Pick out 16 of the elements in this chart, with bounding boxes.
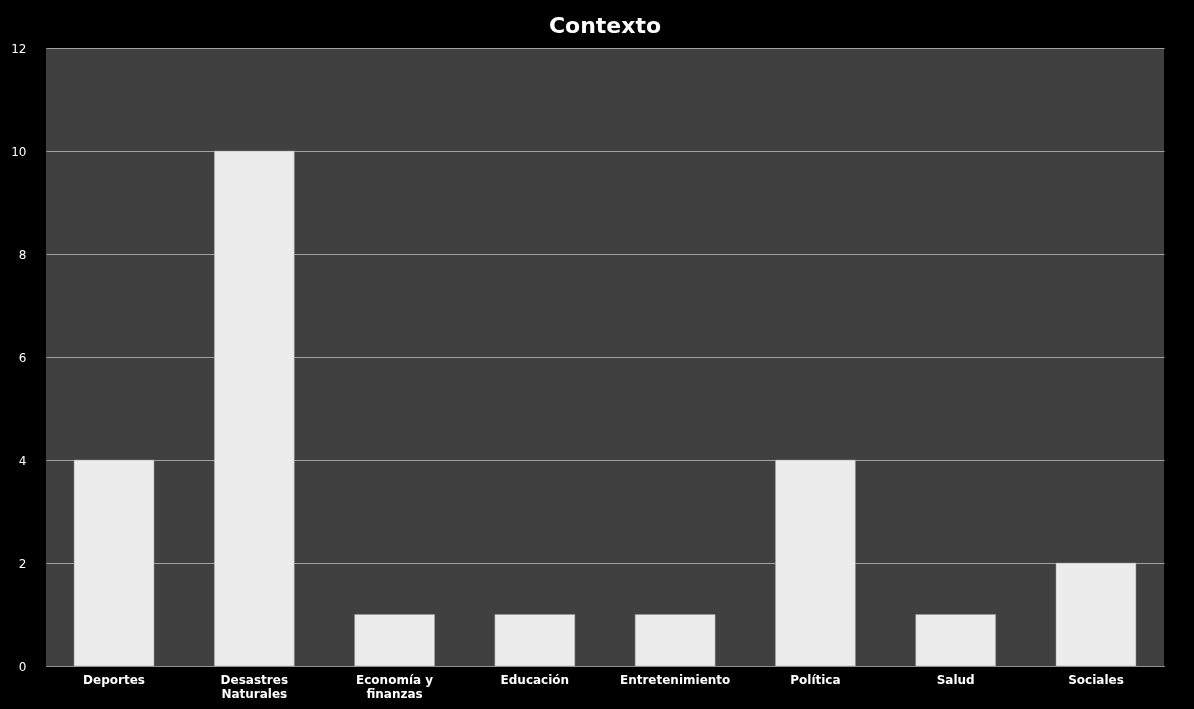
y-tick-label: 12 — [11, 41, 27, 56]
x-tick-label: Entretenimiento — [619, 672, 731, 687]
x-tick-label: Política — [790, 672, 841, 687]
y-tick-label: 10 — [11, 144, 27, 159]
y-tick-label: 0 — [18, 659, 27, 674]
y-tick-label: 4 — [18, 453, 27, 468]
y-tick-label: 8 — [18, 247, 27, 262]
x-tick-label: Salud — [936, 672, 975, 687]
y-tick-label: 6 — [18, 350, 27, 365]
x-tick-label: Economía y finanzas — [356, 672, 434, 701]
x-tick-label: Deportes — [83, 672, 145, 687]
chart-title: Contexto — [548, 13, 662, 38]
x-tick-label: Desastres Naturales — [220, 672, 289, 701]
x-tick-label: Sociales — [1068, 672, 1124, 687]
x-tick-label: Educación — [500, 672, 570, 687]
y-tick-label: 2 — [18, 556, 27, 571]
